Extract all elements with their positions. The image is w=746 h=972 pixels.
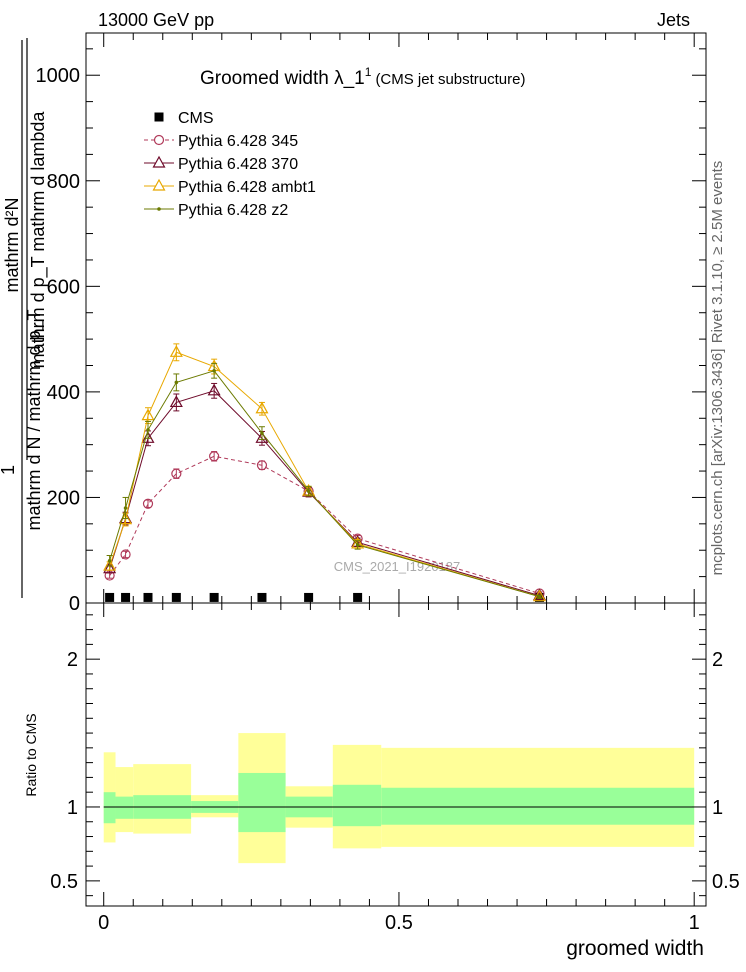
y-tick-label: 0 [69,593,80,615]
data-point-triangle [141,431,155,443]
y-tick-label: 800 [47,171,80,193]
data-point-dot [123,506,128,510]
legend-label: Pythia 6.428 ambt1 [178,179,316,196]
ratio-green-band [115,796,134,819]
legend-label: Pythia 6.428 345 [178,133,298,150]
y-axis-label: mathrm d²N mathrm d p_T mathrm d lambda … [0,38,49,598]
legend-marker-square [154,112,164,122]
rivet-label: Rivet 3.1.10, ≥ 2.5M events [709,161,726,344]
series-line [109,455,540,594]
data-point-triangle [103,561,117,574]
data-point-dot [260,431,264,435]
data-point-triangle [207,383,221,396]
data-point-square [257,592,267,602]
ratio-plot-frame [85,602,707,907]
y-tick-label: 400 [47,382,80,404]
data-point-triangle [141,408,155,421]
ratio-y-tick-label-right: 0.5 [712,871,740,893]
data-point-circle [209,451,220,462]
ratio-green-band [103,792,116,824]
series-pythia-6-428-345 [104,451,545,599]
series-pythia-6-428-ambt1 [103,343,547,602]
data-point-square [353,592,363,602]
data-point-square [304,592,314,602]
ratio-y-tick-label: 0.5 [50,871,78,893]
data-point-dot [107,558,112,563]
data-point-dot [306,489,311,493]
series-pythia-6-428-z2 [106,362,543,599]
ratio-y-tick-label-right: 1 [712,797,723,819]
data-point-triangle [169,395,183,408]
data-point-circle [142,498,154,509]
data-point-dot [212,368,216,373]
series-line [109,351,540,598]
series-pythia-6-428-370 [103,382,547,601]
data-point-triangle [255,401,269,414]
data-point-triangle [169,345,183,357]
x-axis-label: groomed width [566,937,704,960]
ratio-y-tick-label: 2 [67,649,78,671]
series-line [109,390,540,597]
data-point-circle [120,549,131,560]
ratio-green-band [332,784,382,827]
legend-marker-dot [157,207,161,211]
data-point-dot [146,428,150,432]
ratio-plot-panel: 0.5 0.5 1 1 2 2 0 0.5 1 [50,602,740,934]
x-tick-label: 0 [98,912,109,934]
chart-title: Groomed width λ_11 (CMS jet substructure) [200,65,525,89]
y-label-denominator: mathrm d p_T mathrm d lambda [28,111,49,369]
y-label-prefix-numerator: 1 [0,465,18,475]
data-point-square [171,592,181,602]
data-point-triangle [255,431,269,443]
data-point-square [105,592,115,602]
legend-label: Pythia 6.428 370 [178,156,298,173]
y-label-numerator: mathrm d²N [2,197,22,292]
legend-label: Pythia 6.428 z2 [178,202,288,219]
data-point-triangle [103,558,117,571]
y-tick-label: 600 [47,276,80,298]
y-label-prefix-denominator: mathrm d N / mathrm d p_T [24,309,45,530]
process-label: Jets [657,10,690,30]
mcplots-label: mcplots.cern.ch [arXiv:1306.3436] [709,349,726,576]
data-point-square [121,592,131,602]
ratio-green-band [381,787,695,825]
legend-marker-triangle [152,178,166,191]
data-point-dot [537,594,542,599]
data-point-dot [355,543,360,547]
data-point-dot [174,380,179,385]
x-tick-label: 1 [689,912,700,934]
data-point-square [143,592,153,602]
y-tick-label: 200 [47,487,80,509]
data-point-circle [256,460,268,471]
energy-label: 13000 GeV pp [98,10,214,30]
ratio-y-tick-label-right: 2 [712,649,723,671]
x-tick-label: 0.5 [385,912,413,934]
y-tick-label: 1000 [36,65,81,87]
ratio-y-tick-label: 1 [67,797,78,819]
data-point-circle [171,468,182,479]
legend: CMS Pythia 6.428 345 Pythia 6.428 370 Pythi… [144,110,316,219]
data-point-square [209,592,219,602]
ratio-y-label: Ratio to CMS [23,713,39,796]
legend-marker-circle [153,134,165,146]
legend-label: CMS [178,110,214,127]
ratio-green-band [238,772,286,833]
main-plot-panel: Groomed width λ_11 (CMS jet substructure)… [36,32,707,615]
legend-marker-triangle [152,155,166,168]
series-cms [105,592,544,602]
